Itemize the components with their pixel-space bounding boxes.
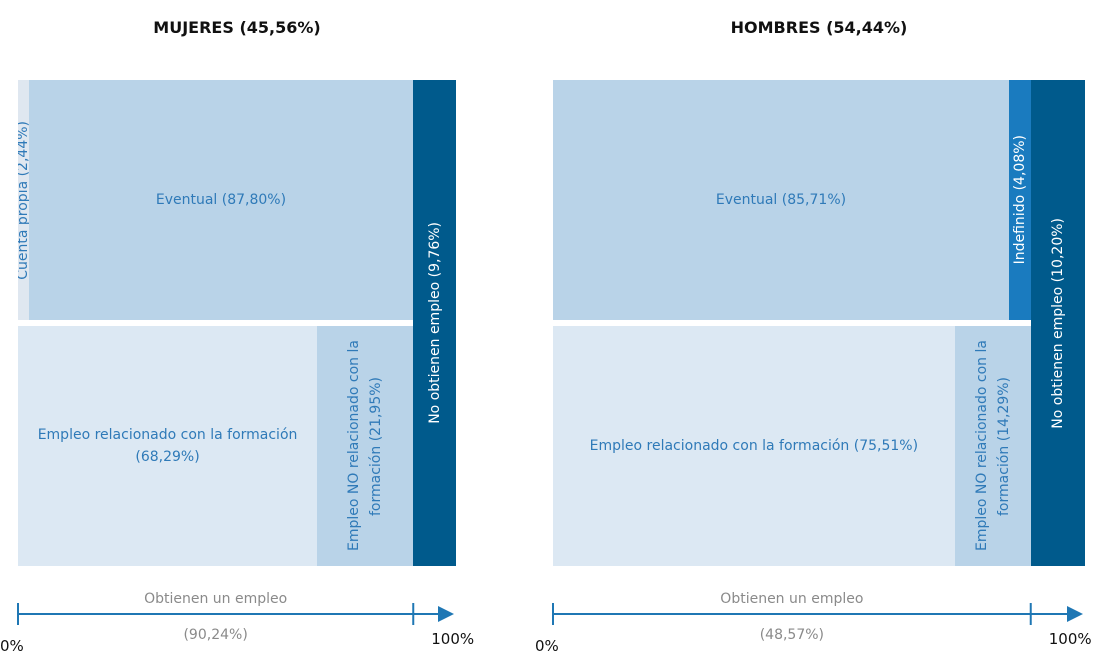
segment: No obtienen empleo (9,76%) bbox=[413, 80, 456, 566]
segment-label: Eventual (87,80%) bbox=[155, 192, 287, 208]
axis-end: 100% bbox=[1048, 630, 1092, 648]
segment: Empleo NO relacionado con la formación (… bbox=[317, 326, 414, 566]
segment-label: Empleo relacionado con la formación (68,… bbox=[37, 427, 298, 465]
axis-value-label: (90,24%) bbox=[183, 627, 248, 643]
segment-label: Empleo NO relacionado con la formación (… bbox=[346, 340, 385, 552]
segment: Indefinido (4,08%) bbox=[1008, 80, 1031, 320]
axis-end: 100% bbox=[431, 630, 475, 648]
axis-label: Obtienen un empleo bbox=[144, 591, 288, 607]
axis-label: Obtienen un empleo bbox=[720, 591, 864, 607]
segment: Empleo relacionado con la formación (68,… bbox=[18, 326, 318, 566]
segment-label: Empleo NO relacionado con la formación (… bbox=[973, 340, 1012, 552]
segment-label: No obtienen empleo (10,20%) bbox=[1049, 217, 1066, 429]
segment: Eventual (87,80%) bbox=[28, 80, 414, 320]
segment: Eventual (85,71%) bbox=[553, 80, 1009, 320]
segment: No obtienen empleo (10,20%) bbox=[1030, 80, 1085, 566]
axis-arrow bbox=[1067, 606, 1083, 622]
axis-value-label: (48,57%) bbox=[759, 627, 825, 643]
segment: Empleo relacionado con la formación (75,… bbox=[553, 326, 955, 566]
segment: Cuenta propia (2,44%) bbox=[18, 80, 29, 320]
axis-start: 0% bbox=[535, 637, 559, 655]
chart-title: HOMBRES (54,44%) bbox=[730, 18, 908, 37]
chart-title: MUJERES (45,56%) bbox=[153, 18, 321, 37]
segment-label: No obtienen empleo (9,76%) bbox=[426, 222, 443, 424]
segment-label: Eventual (85,71%) bbox=[715, 192, 847, 208]
axis-start: 0% bbox=[0, 637, 24, 655]
axis-arrow bbox=[438, 606, 454, 622]
segment-label: Indefinido (4,08%) bbox=[1011, 135, 1028, 265]
segment: Empleo NO relacionado con la formación (… bbox=[954, 326, 1031, 566]
segment-label: Cuenta propia (2,44%) bbox=[18, 120, 29, 280]
segment-label: Empleo relacionado con la formación (75,… bbox=[589, 438, 919, 454]
